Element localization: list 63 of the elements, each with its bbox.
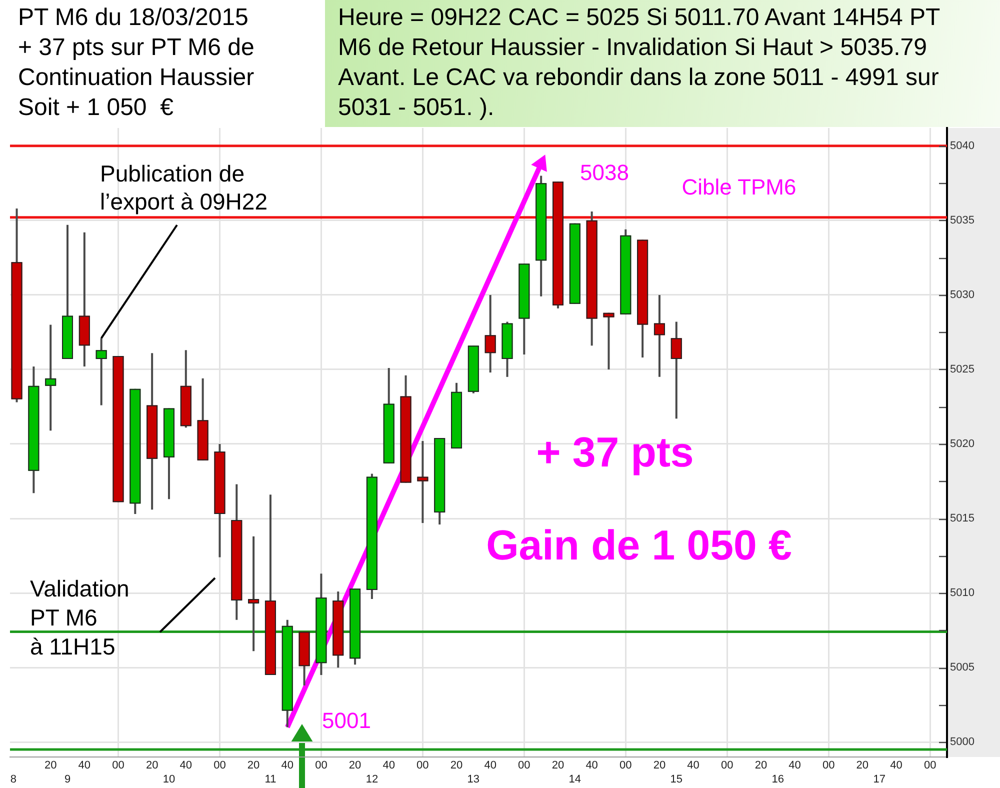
y-tick-label: 5040 bbox=[950, 140, 974, 152]
x2-tick-label: 9 bbox=[64, 774, 71, 786]
x2-tick-label: 15 bbox=[670, 774, 683, 786]
x-tick-label: 40 bbox=[281, 760, 294, 772]
x-tick-label: 00 bbox=[822, 760, 835, 772]
x-tick-label: 00 bbox=[214, 760, 226, 772]
y-tick-label: 5030 bbox=[950, 288, 974, 301]
x-tick-label: 40 bbox=[78, 760, 91, 772]
candlestick bbox=[417, 440, 428, 524]
x2-tick-label: 12 bbox=[366, 774, 378, 786]
candlestick bbox=[45, 324, 56, 432]
x-tick-label: 40 bbox=[788, 760, 801, 772]
x-tick-label: 20 bbox=[754, 760, 768, 772]
x-tick-label: 00 bbox=[620, 760, 632, 772]
x-tick-label: 20 bbox=[146, 760, 158, 772]
x-tick-label: 00 bbox=[112, 760, 124, 772]
x-tick-label: 20 bbox=[44, 760, 57, 772]
x-tick-label: 40 bbox=[180, 760, 192, 772]
annotation: 5038 bbox=[580, 160, 629, 186]
x-tick-label: 40 bbox=[484, 760, 496, 772]
x2-tick-label: 11 bbox=[264, 774, 276, 786]
candlestick bbox=[248, 535, 260, 652]
candlestick bbox=[603, 312, 614, 370]
x-tick-label: 00 bbox=[924, 760, 936, 772]
x-tick-label: 20 bbox=[348, 760, 362, 772]
x-tick-label: 40 bbox=[586, 760, 598, 772]
y-tick-label: 5025 bbox=[950, 363, 974, 376]
annotation: Gain de 1 050 € bbox=[486, 522, 792, 569]
y-tick-label: 5020 bbox=[950, 438, 974, 450]
x2-tick-label: 14 bbox=[568, 774, 582, 786]
annotation: Publication de l’export à 09H22 bbox=[100, 160, 268, 214]
y-tick-label: 5005 bbox=[950, 662, 974, 674]
y-tick-label: 5010 bbox=[950, 587, 974, 600]
x-tick-label: 40 bbox=[382, 760, 395, 772]
candlestick bbox=[654, 294, 665, 378]
x-tick-label: 00 bbox=[721, 760, 734, 772]
candlestick bbox=[96, 337, 107, 406]
x-tick-label: 20 bbox=[247, 760, 260, 772]
x-tick-label: 00 bbox=[416, 760, 429, 772]
ref-line-label: Cible TPM6 bbox=[682, 174, 796, 200]
annotation: 5001 bbox=[322, 708, 371, 734]
chart-title: PT M6 du 18/03/2015 + 37 pts sur PT M6 de Continuation Haussier Soit + 1 050 € bbox=[18, 3, 256, 123]
x-tick-label: 00 bbox=[315, 760, 328, 772]
candlestick bbox=[670, 320, 682, 420]
x-tick-label: 20 bbox=[552, 760, 564, 772]
annotation: + 37 pts bbox=[536, 428, 694, 476]
annotation: Validation PT M6 à 11H15 bbox=[30, 575, 130, 660]
x2-tick-label: 8 bbox=[10, 774, 16, 786]
x2-tick-label: 17 bbox=[873, 774, 886, 786]
x-tick-label: 40 bbox=[687, 760, 700, 772]
y-tick-label: 5000 bbox=[950, 736, 974, 748]
x2-tick-label: 13 bbox=[467, 774, 480, 786]
x-tick-label: 20 bbox=[653, 760, 666, 772]
x-tick-label: 20 bbox=[856, 760, 869, 772]
y-tick-label: 5015 bbox=[950, 512, 974, 525]
x-tick-label: 40 bbox=[890, 760, 902, 772]
x2-tick-label: 10 bbox=[162, 774, 176, 786]
chart-subtitle: Heure = 09H22 CAC = 5025 Si 5011.70 Avant 14H54 PT M6 de Retour Haussier - Invalidation Si Haut > 5035.79 Avant. Le CAC va rebondir dans la zone 5011 - 4991 sur 5031 - 5051. ). bbox=[338, 3, 941, 123]
x-tick-label: 20 bbox=[450, 760, 463, 772]
x-tick-label: 00 bbox=[518, 760, 530, 772]
x2-tick-label: 16 bbox=[772, 774, 784, 786]
candlestick bbox=[484, 294, 496, 374]
y-tick-label: 5035 bbox=[950, 214, 974, 226]
